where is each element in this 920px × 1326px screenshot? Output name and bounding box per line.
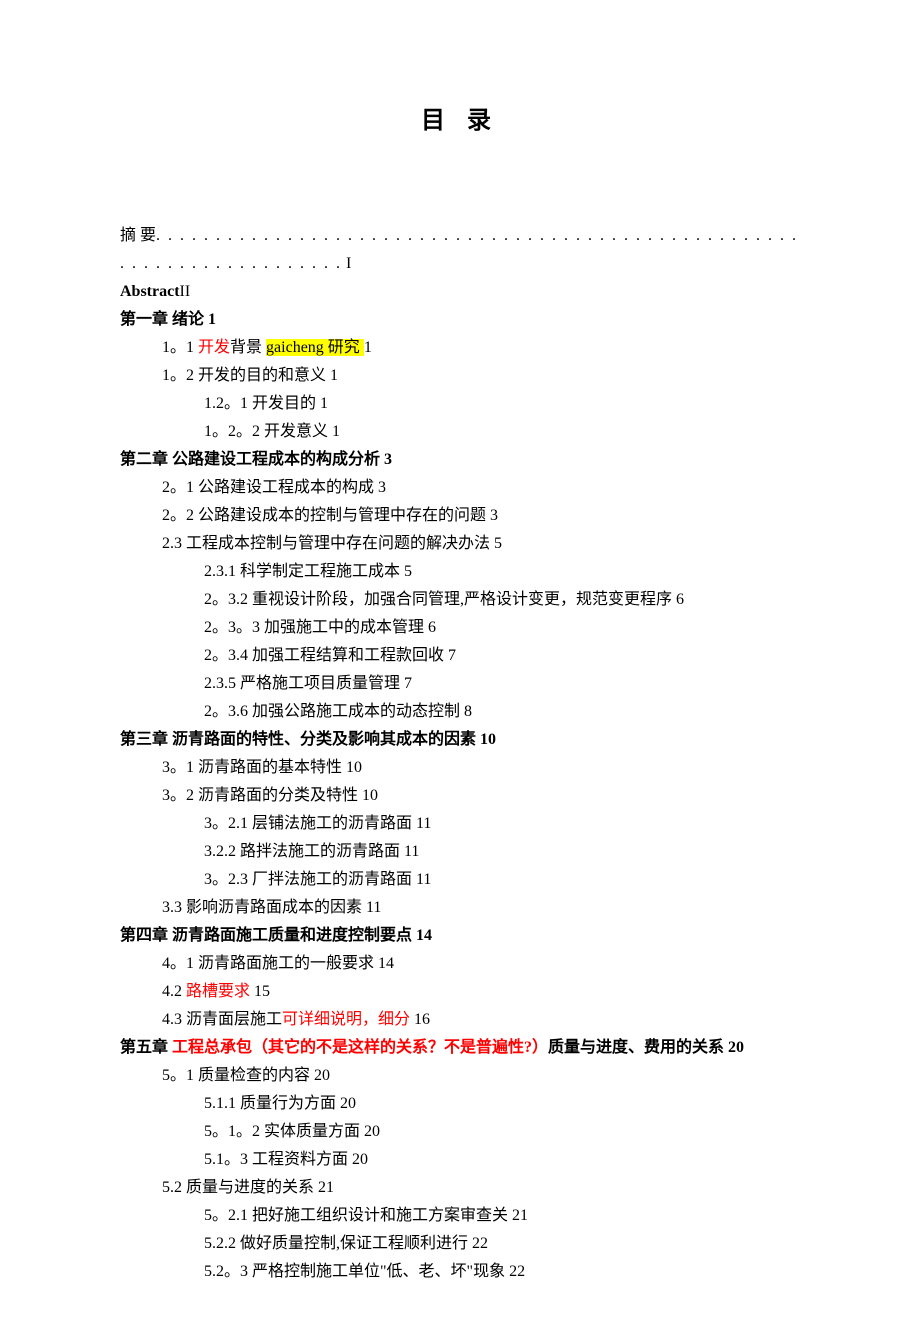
chapter-heading: 第二章 公路建设工程成本的构成分析 3 xyxy=(120,446,800,474)
section-page: 15 xyxy=(254,983,270,1000)
chapter-suffix: 质量与进度、费用的关系 20 xyxy=(548,1039,744,1056)
chapter-heading: 第一章 绪论 1 xyxy=(120,306,800,334)
section-row: 2.3 工程成本控制与管理中存在问题的解决办法 5 xyxy=(120,530,800,558)
subsection-row: 3。2.1 层铺法施工的沥青路面 11 xyxy=(120,810,800,838)
subsection-row: 1。2。2 开发意义 1 xyxy=(120,418,800,446)
section-row: 5.2 质量与进度的关系 21 xyxy=(120,1174,800,1202)
section-num: 1。1 xyxy=(162,339,198,356)
red-text: 可详细说明，细分 xyxy=(282,1011,414,1028)
section-row: 4.2 路槽要求 15 xyxy=(120,978,800,1006)
section-row: 4。1 沥青路面施工的一般要求 14 xyxy=(120,950,800,978)
subsection-row: 1.2。1 开发目的 1 xyxy=(120,390,800,418)
section-row: 3.3 影响沥青路面成本的因素 11 xyxy=(120,894,800,922)
subsection-row: 5.2。3 严格控制施工单位"低、老、坏"现象 22 xyxy=(120,1258,800,1286)
subsection-row: 2.3.1 科学制定工程施工成本 5 xyxy=(120,558,800,586)
chapter-heading: 第五章 工程总承包（其它的不是这样的关系？不是普遍性?）质量与进度、费用的关系 … xyxy=(120,1034,800,1062)
subsection-row: 2.3.5 严格施工项目质量管理 7 xyxy=(120,670,800,698)
chapter-heading: 第三章 沥青路面的特性、分类及影响其成本的因素 10 xyxy=(120,726,800,754)
subsection-row: 2。3.4 加强工程结算和工程款回收 7 xyxy=(120,642,800,670)
abstract-label: 摘 要 xyxy=(120,227,156,244)
subsection-row: 5.2.2 做好质量控制,保证工程顺利进行 22 xyxy=(120,1230,800,1258)
section-num: 4.2 xyxy=(162,983,186,1000)
section-row: 1。2 开发的目的和意义 1 xyxy=(120,362,800,390)
chapter-prefix: 第五章 xyxy=(120,1039,172,1056)
subsection-row: 2。3。3 加强施工中的成本管理 6 xyxy=(120,614,800,642)
section-page: 1 xyxy=(364,339,372,356)
abstract-en-page: II xyxy=(180,283,191,300)
abstract-dots: . . . . . . . . . . . . . . . . . . . . … xyxy=(120,227,798,272)
toc-title: 目 录 xyxy=(120,100,800,142)
section-text: 背景 xyxy=(230,339,266,356)
subsection-row: 5。2.1 把好施工组织设计和施工方案审查关 21 xyxy=(120,1202,800,1230)
section-row: 4.3 沥青面层施工可详细说明，细分 16 xyxy=(120,1006,800,1034)
red-text: 开发 xyxy=(198,339,230,356)
section-row: 1。1 开发背景 gaicheng 研究 1 xyxy=(120,334,800,362)
subsection-row: 3.2.2 路拌法施工的沥青路面 11 xyxy=(120,838,800,866)
subsection-row: 2。3.6 加强公路施工成本的动态控制 8 xyxy=(120,698,800,726)
red-text: 路槽要求 xyxy=(186,983,254,1000)
section-text: 4.3 沥青面层施工 xyxy=(162,1011,282,1028)
red-text: 工程总承包（其它的不是这样的关系？不是普遍性?） xyxy=(172,1039,548,1056)
chapter-heading: 第四章 沥青路面施工质量和进度控制要点 14 xyxy=(120,922,800,950)
abstract-row: 摘 要. . . . . . . . . . . . . . . . . . .… xyxy=(120,222,800,278)
subsection-row: 5。1。2 实体质量方面 20 xyxy=(120,1118,800,1146)
section-row: 2。1 公路建设工程成本的构成 3 xyxy=(120,474,800,502)
abstract-page: I xyxy=(342,255,351,272)
subsection-row: 2。3.2 重视设计阶段，加强合同管理,严格设计变更，规范变更程序 6 xyxy=(120,586,800,614)
section-row: 5。1 质量检查的内容 20 xyxy=(120,1062,800,1090)
section-row: 3。2 沥青路面的分类及特性 10 xyxy=(120,782,800,810)
section-page: 16 xyxy=(414,1011,430,1028)
subsection-row: 3。2.3 厂拌法施工的沥青路面 11 xyxy=(120,866,800,894)
subsection-row: 5.1。3 工程资料方面 20 xyxy=(120,1146,800,1174)
subsection-row: 5.1.1 质量行为方面 20 xyxy=(120,1090,800,1118)
abstract-en-row: AbstractII xyxy=(120,278,800,306)
section-row: 2。2 公路建设成本的控制与管理中存在的问题 3 xyxy=(120,502,800,530)
abstract-en-label: Abstract xyxy=(120,283,180,300)
highlight-text: gaicheng 研究 xyxy=(266,339,364,356)
section-row: 3。1 沥青路面的基本特性 10 xyxy=(120,754,800,782)
